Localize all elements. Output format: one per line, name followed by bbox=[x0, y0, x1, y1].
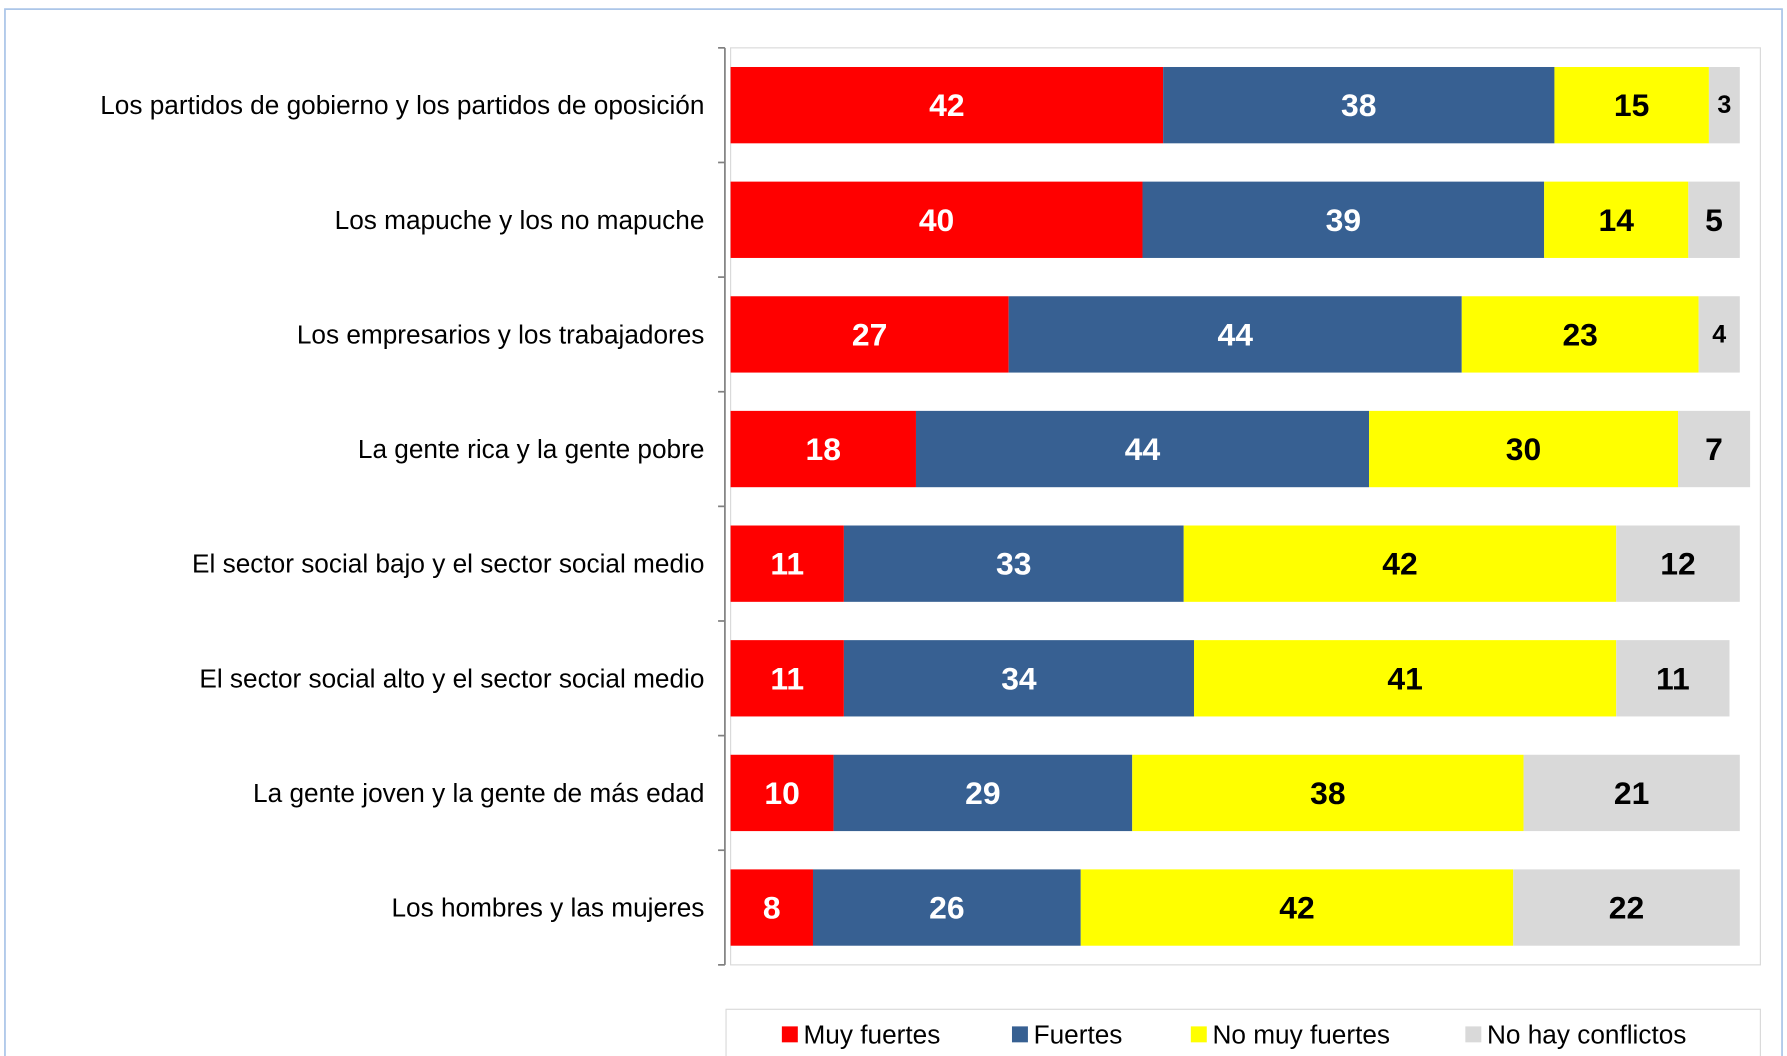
bar-segment bbox=[730, 640, 844, 717]
value-label: 4 bbox=[1712, 320, 1726, 348]
legend-label: Fuertes bbox=[1034, 1019, 1123, 1049]
bar-segment bbox=[1616, 525, 1740, 602]
legend-label: No hay conflictos bbox=[1487, 1019, 1686, 1049]
bar-segment bbox=[833, 754, 1133, 832]
category-label: La gente rica y la gente pobre bbox=[358, 434, 704, 464]
bar-segment bbox=[1678, 410, 1751, 488]
value-label: 11 bbox=[770, 546, 804, 582]
value-label: 21 bbox=[1614, 775, 1649, 811]
bar-segment bbox=[730, 410, 916, 488]
category-label: El sector social alto y el sector social… bbox=[199, 663, 704, 693]
bar-segment bbox=[730, 296, 1009, 373]
legend-marker bbox=[1465, 1026, 1482, 1043]
bar-segment bbox=[1554, 66, 1709, 144]
bar-segment bbox=[730, 66, 1164, 144]
legend-marker bbox=[781, 1026, 798, 1043]
bar-segment bbox=[915, 410, 1370, 488]
bar-segment bbox=[1369, 410, 1679, 488]
bar-segment bbox=[1461, 296, 1699, 373]
bar-segment bbox=[1080, 869, 1514, 946]
category-label: Los empresarios y los trabajadores bbox=[297, 319, 705, 349]
value-label: 33 bbox=[996, 546, 1031, 582]
value-label: 22 bbox=[1609, 890, 1644, 926]
bar-segment bbox=[730, 754, 834, 832]
value-label: 40 bbox=[919, 202, 954, 238]
value-label: 42 bbox=[929, 87, 964, 123]
value-label: 7 bbox=[1705, 431, 1723, 467]
value-label: 11 bbox=[770, 660, 804, 696]
category-label: Los mapuche y los no mapuche bbox=[335, 205, 705, 235]
value-label: 10 bbox=[764, 775, 799, 811]
value-label: 34 bbox=[1001, 660, 1037, 696]
value-label: 8 bbox=[763, 890, 781, 926]
value-label: 38 bbox=[1310, 775, 1345, 811]
legend-marker bbox=[1190, 1026, 1207, 1043]
value-label: 14 bbox=[1598, 202, 1634, 238]
value-label: 11 bbox=[1656, 660, 1690, 696]
bar-segment bbox=[843, 525, 1184, 602]
value-label: 5 bbox=[1705, 202, 1723, 238]
value-label: 41 bbox=[1387, 660, 1422, 696]
bar-segment bbox=[812, 869, 1081, 946]
value-label: 30 bbox=[1506, 431, 1541, 467]
value-label: 18 bbox=[806, 431, 841, 467]
bar-segment bbox=[1194, 640, 1617, 717]
legend-label: Muy fuertes bbox=[804, 1019, 941, 1049]
value-label: 12 bbox=[1660, 546, 1695, 582]
bar-segment bbox=[1708, 66, 1740, 144]
value-label: 42 bbox=[1279, 890, 1314, 926]
value-label: 44 bbox=[1125, 431, 1161, 467]
plot-area bbox=[730, 47, 1761, 966]
category-label: La gente joven y la gente de más edad bbox=[253, 778, 704, 808]
bar-segment bbox=[1688, 181, 1740, 258]
bar-segment bbox=[1544, 181, 1689, 258]
bar-segment bbox=[1616, 640, 1730, 717]
category-label: Los hombres y las mujeres bbox=[391, 893, 704, 923]
value-label: 23 bbox=[1562, 316, 1597, 352]
category-label: Los partidos de gobierno y los partidos … bbox=[100, 90, 704, 120]
bar-segment bbox=[1132, 754, 1524, 832]
bar-segment bbox=[1523, 754, 1740, 832]
bar-segment bbox=[1142, 181, 1545, 258]
bar-segment bbox=[730, 869, 813, 946]
legend-label: No muy fuertes bbox=[1212, 1019, 1390, 1049]
bar-segment bbox=[730, 525, 844, 602]
value-label: 15 bbox=[1614, 87, 1649, 123]
value-label: 27 bbox=[852, 316, 887, 352]
legend-marker bbox=[1011, 1026, 1028, 1043]
bar-segment bbox=[1008, 296, 1462, 373]
bar-segment bbox=[1698, 296, 1740, 373]
bar-segment bbox=[730, 181, 1143, 258]
bar-segment bbox=[1183, 525, 1617, 602]
value-label: 44 bbox=[1217, 316, 1253, 352]
value-label: 38 bbox=[1341, 87, 1376, 123]
value-label: 29 bbox=[965, 775, 1000, 811]
bar-segment bbox=[1513, 869, 1740, 946]
value-label: 42 bbox=[1382, 546, 1417, 582]
value-label: 26 bbox=[929, 890, 964, 926]
frame bbox=[4, 8, 1783, 1056]
category-label: El sector social bajo y el sector social… bbox=[192, 549, 704, 579]
value-label: 3 bbox=[1717, 91, 1731, 119]
value-label: 39 bbox=[1326, 202, 1361, 238]
bar-segment bbox=[1163, 66, 1555, 144]
legend-box bbox=[725, 1008, 1761, 1056]
bar-segment bbox=[843, 640, 1195, 717]
